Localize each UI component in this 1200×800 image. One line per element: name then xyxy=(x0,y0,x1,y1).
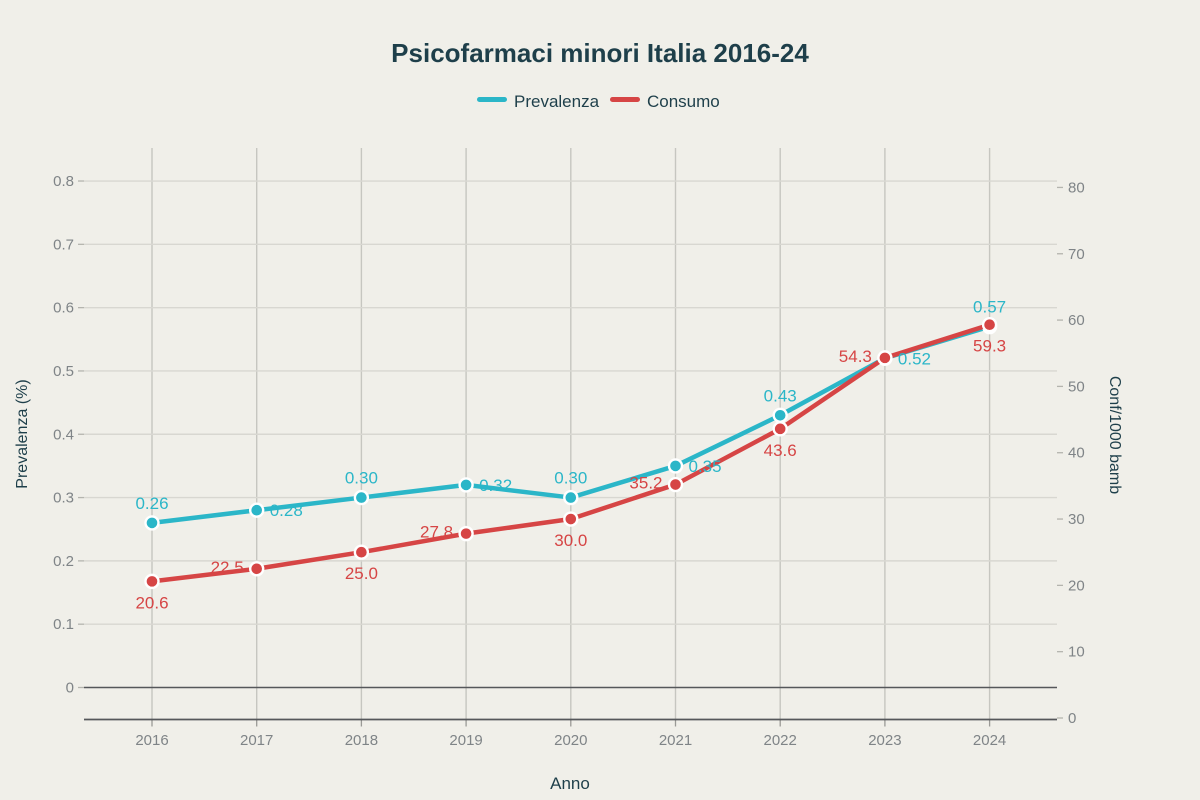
data-label-prevalenza: 0.35 xyxy=(689,457,722,476)
y-axis-right-tick-label: 70 xyxy=(1068,246,1085,263)
data-label-consumo: 25.0 xyxy=(345,564,378,583)
marker-prevalenza xyxy=(353,489,370,506)
y-axis-left-tick-label: 0.4 xyxy=(53,426,74,443)
y-axis-left-title: Prevalenza (%) xyxy=(14,379,31,488)
marker-consumo xyxy=(249,561,265,577)
data-label-consumo: 27.8 xyxy=(420,523,453,542)
data-label-consumo: 30.0 xyxy=(554,531,587,550)
y-axis-left-tick-label: 0.5 xyxy=(53,363,74,380)
x-axis-tick-label: 2019 xyxy=(449,732,482,749)
y-axis-left-tick-label: 0.3 xyxy=(53,490,74,507)
y-axis-right-tick-label: 80 xyxy=(1068,179,1085,196)
y-axis-left-tick-label: 0.7 xyxy=(53,236,74,253)
data-label-consumo: 20.6 xyxy=(135,593,168,612)
y-axis-right-tick-label: 30 xyxy=(1068,511,1085,528)
data-label-consumo: 59.3 xyxy=(973,337,1006,356)
data-label-prevalenza: 0.30 xyxy=(554,469,587,488)
data-label-consumo: 22.5 xyxy=(211,558,244,577)
data-label-prevalenza: 0.57 xyxy=(973,298,1006,317)
marker-consumo xyxy=(772,421,788,437)
legend-label-prevalenza: Prevalenza xyxy=(514,92,600,111)
data-label-consumo: 54.3 xyxy=(839,347,872,366)
data-label-prevalenza: 0.26 xyxy=(135,494,168,513)
x-axis-tick-label: 2021 xyxy=(659,732,692,749)
marker-consumo xyxy=(353,544,370,560)
y-axis-right-tick-label: 20 xyxy=(1068,577,1085,594)
y-axis-right-tick-label: 0 xyxy=(1068,710,1076,727)
x-axis-tick-label: 2017 xyxy=(240,732,273,749)
x-axis-tick-label: 2020 xyxy=(554,732,587,749)
legend-swatch-prevalenza xyxy=(477,97,507,102)
x-axis-title: Anno xyxy=(550,774,590,793)
legend-label-consumo: Consumo xyxy=(647,92,720,111)
data-label-consumo: 43.6 xyxy=(764,441,797,460)
legend-swatch-consumo xyxy=(610,97,640,102)
x-axis-tick-label: 2016 xyxy=(135,732,168,749)
y-axis-right-title: Conf/1000 bamb xyxy=(1106,376,1123,494)
y-axis-left-tick-label: 0 xyxy=(66,680,74,697)
axes-layer: 2016 2017 2018 2019 2020 2021 2022 2023 2024 0 0.1… xyxy=(53,173,1085,749)
data-labels-layer: 0.26 0.28 0.30 0.32 0.30 0.35 0.43 0.52 0.57 20.6… xyxy=(135,298,1006,613)
data-label-prevalenza: 0.43 xyxy=(764,386,797,405)
marker-consumo xyxy=(981,317,998,333)
x-axis-tick-label: 2022 xyxy=(764,732,797,749)
marker-consumo xyxy=(667,476,684,493)
data-label-prevalenza: 0.52 xyxy=(898,349,931,368)
y-axis-right-tick-label: 60 xyxy=(1068,312,1085,329)
x-axis-tick-label: 2018 xyxy=(345,732,378,749)
x-axis-tick-label: 2023 xyxy=(868,732,901,749)
marker-prevalenza xyxy=(563,489,579,506)
data-label-prevalenza: 0.30 xyxy=(345,469,378,488)
legend: Prevalenza Consumo xyxy=(477,92,720,111)
y-axis-left-tick-label: 0.8 xyxy=(53,173,74,190)
marker-prevalenza xyxy=(772,407,788,423)
series-layer xyxy=(144,317,998,590)
marker-prevalenza xyxy=(144,515,160,531)
y-axis-left-tick-label: 0.1 xyxy=(53,616,74,633)
data-label-prevalenza: 0.32 xyxy=(479,476,512,495)
marker-consumo xyxy=(563,511,579,527)
y-axis-right-tick-label: 40 xyxy=(1068,445,1085,462)
marker-consumo xyxy=(144,573,160,590)
marker-consumo xyxy=(458,525,474,542)
marker-prevalenza xyxy=(458,477,474,493)
y-axis-right-tick-label: 10 xyxy=(1068,644,1085,661)
gridlines-layer xyxy=(84,148,1057,720)
data-label-prevalenza: 0.28 xyxy=(270,501,303,520)
y-axis-right-tick-label: 50 xyxy=(1068,378,1085,395)
y-axis-left-tick-label: 0.2 xyxy=(53,553,74,570)
data-label-consumo: 35.2 xyxy=(629,474,662,493)
marker-prevalenza xyxy=(249,502,265,518)
chart-title: Psicofarmaci minori Italia 2016-24 xyxy=(391,38,809,68)
x-axis-tick-label: 2024 xyxy=(973,732,1006,749)
marker-consumo xyxy=(877,350,893,366)
marker-prevalenza xyxy=(667,458,684,474)
y-axis-left-tick-label: 0.6 xyxy=(53,300,74,317)
